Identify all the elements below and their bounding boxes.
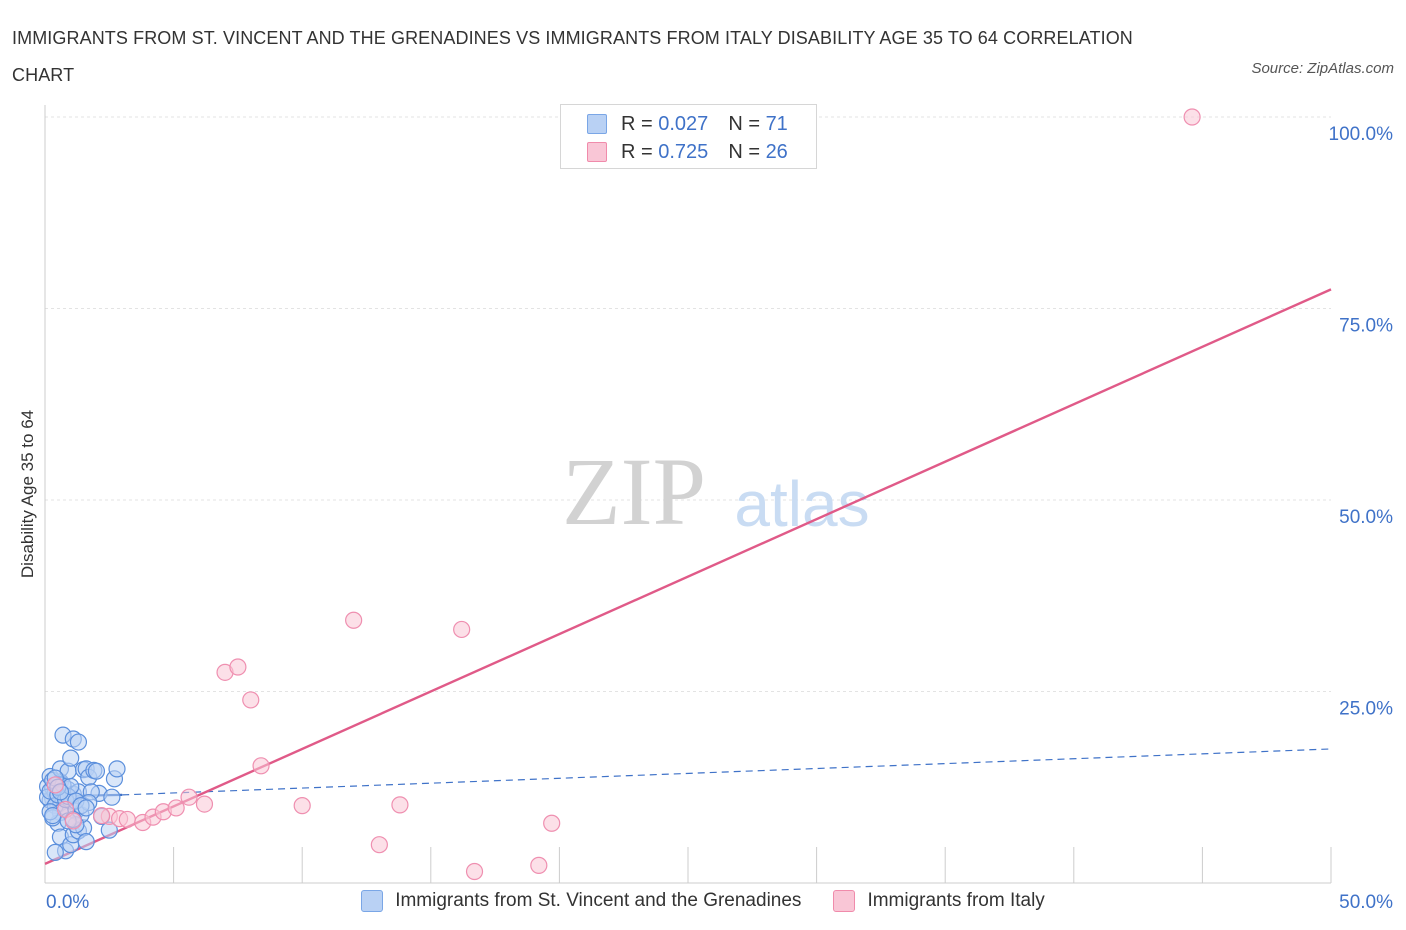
grid-lines — [45, 116, 1331, 692]
point-italy — [543, 814, 561, 832]
point-st-vincent — [103, 788, 121, 806]
legend-r-label: R = — [621, 112, 653, 135]
point-italy — [195, 795, 214, 813]
y-tick-label: 50.0% — [1339, 507, 1393, 528]
stats-legend: R = 0.027 N = 71 R = 0.725 N = 26 — [560, 104, 817, 169]
point-italy — [180, 788, 198, 806]
legend-r-value: 0.027 — [658, 112, 709, 135]
x-tick-label: 50.0% — [1339, 892, 1393, 913]
x-tick-label: 0.0% — [46, 892, 89, 913]
point-st-vincent — [77, 833, 95, 851]
y-tick-label: 75.0% — [1339, 316, 1393, 337]
point-italy — [293, 797, 311, 815]
point-italy — [465, 862, 484, 881]
series-swatch-pink — [833, 890, 856, 912]
point-italy — [229, 658, 247, 676]
legend-n-value: 26 — [765, 140, 788, 163]
legend-n-label: N = — [728, 112, 760, 135]
legend-n-value: 71 — [765, 112, 788, 135]
point-italy — [370, 836, 388, 854]
point-st-vincent — [46, 843, 64, 861]
series-swatch-blue — [361, 890, 384, 912]
trend-line-italy — [44, 288, 1332, 865]
point-st-vincent — [87, 762, 106, 780]
legend-r-value: 0.725 — [658, 140, 709, 163]
series-label: Immigrants from Italy — [867, 890, 1045, 911]
point-st-vincent — [77, 799, 95, 817]
source-label: Source: ZipAtlas.com — [1251, 60, 1394, 77]
point-italy — [453, 620, 471, 639]
point-italy — [530, 856, 548, 874]
series-legend-italy[interactable]: Immigrants from Italy — [833, 890, 1045, 912]
legend-swatch-blue — [587, 114, 607, 134]
point-italy — [242, 691, 260, 709]
point-st-vincent — [69, 733, 88, 751]
point-st-vincent — [62, 749, 80, 767]
legend-r-label: R = — [621, 140, 653, 163]
point-italy — [345, 611, 363, 629]
point-st-vincent — [108, 760, 126, 778]
point-italy — [118, 810, 136, 829]
point-italy — [1183, 108, 1201, 126]
watermark: ZIP atlas — [562, 438, 870, 545]
y-tick-labels: 100.0% 75.0% 50.0% 25.0% — [1329, 124, 1394, 720]
watermark-atlas: atlas — [734, 468, 869, 540]
y-tick-label: 100.0% — [1329, 124, 1394, 145]
point-italy — [167, 799, 185, 817]
x-tick-labels: 0.0% 50.0% — [46, 892, 1393, 913]
trend-lines — [44, 288, 1332, 865]
watermark-zip: ZIP — [562, 438, 706, 545]
point-italy — [391, 796, 409, 814]
point-italy — [64, 812, 82, 830]
axes — [44, 105, 1332, 884]
trend-line-dashed — [122, 748, 1332, 796]
point-italy — [92, 806, 111, 825]
legend-n-label: N = — [728, 140, 760, 163]
series-legend-st-vincent[interactable]: Immigrants from St. Vincent and the Gren… — [361, 890, 801, 912]
series-label: Immigrants from St. Vincent and the Gren… — [395, 890, 802, 911]
legend-swatch-pink — [587, 142, 607, 162]
data-points — [38, 108, 1201, 881]
point-italy — [252, 757, 270, 775]
chart-title: IMMIGRANTS FROM ST. VINCENT AND THE GREN… — [12, 28, 1133, 85]
y-tick-label: 25.0% — [1339, 699, 1393, 720]
legend-row-st-vincent: R = 0.027 N = 71 — [587, 112, 788, 136]
series-legend: Immigrants from St. Vincent and the Gren… — [0, 890, 1406, 912]
y-axis-label: Disability Age 35 to 64 — [18, 410, 37, 578]
point-italy — [46, 776, 64, 794]
legend-row-italy: R = 0.725 N = 26 — [587, 140, 788, 164]
